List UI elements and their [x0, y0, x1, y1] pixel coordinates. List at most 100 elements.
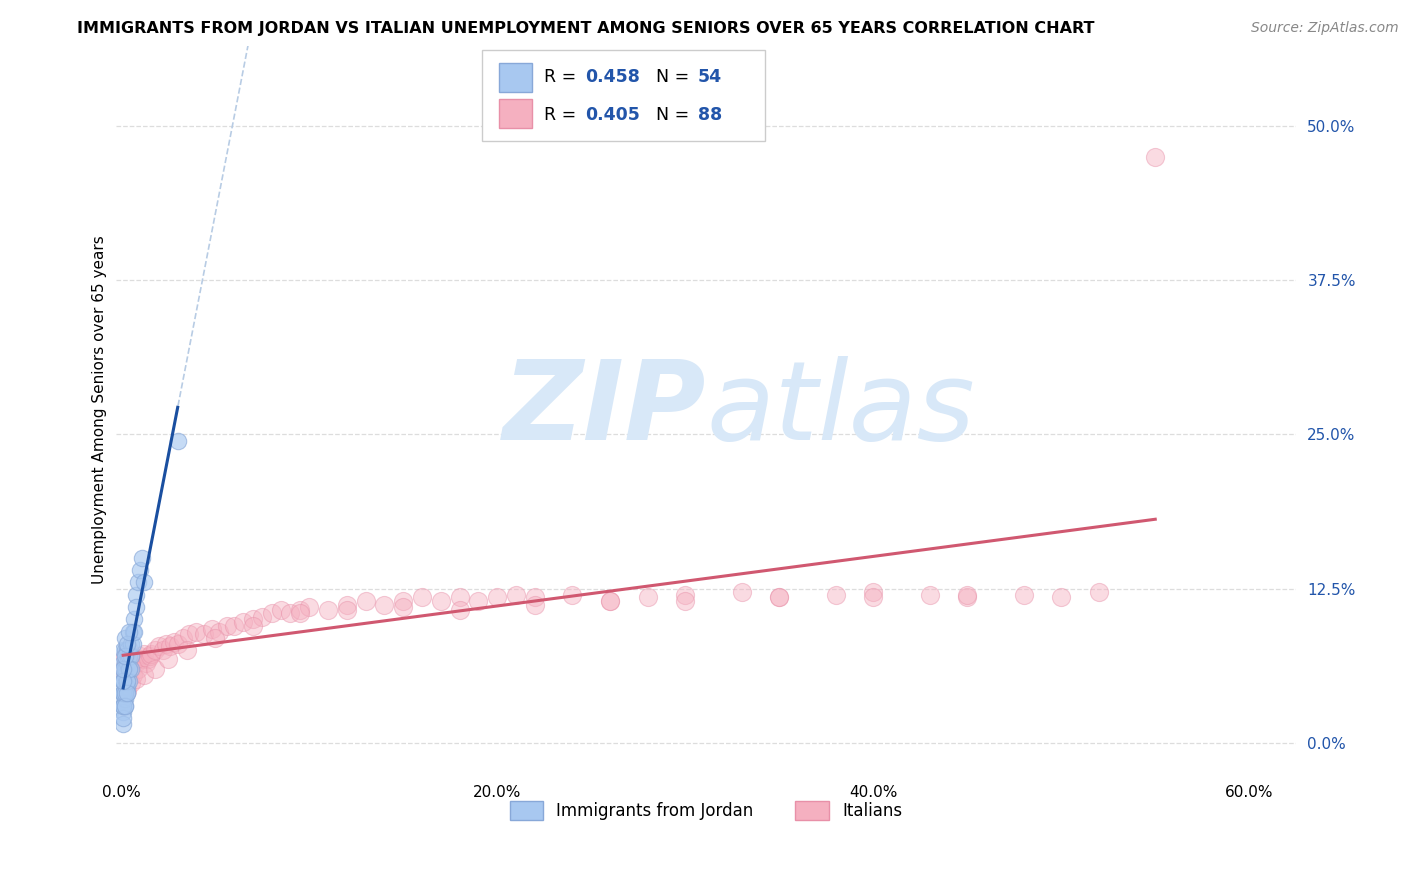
- Point: [280, 606, 302, 620]
- Point: [115, 686, 138, 700]
- Point: [115, 686, 138, 700]
- Point: [114, 643, 136, 657]
- Point: [136, 652, 159, 666]
- Point: [114, 662, 136, 676]
- Point: [112, 717, 135, 731]
- Point: [200, 622, 222, 636]
- Point: [120, 649, 142, 664]
- Point: [115, 656, 138, 670]
- Point: [112, 686, 135, 700]
- Point: [523, 590, 546, 604]
- Text: R =: R =: [544, 69, 582, 87]
- Point: [163, 634, 186, 648]
- Point: [523, 598, 546, 612]
- Point: [112, 705, 135, 719]
- Point: [1050, 590, 1073, 604]
- Point: [132, 647, 155, 661]
- Point: [125, 672, 148, 686]
- Point: [166, 434, 188, 448]
- Point: [176, 643, 198, 657]
- Point: [112, 668, 135, 682]
- Point: [121, 637, 143, 651]
- Point: [118, 662, 141, 676]
- Point: [115, 637, 138, 651]
- Point: [114, 656, 136, 670]
- Point: [112, 662, 135, 676]
- Point: [242, 618, 264, 632]
- Point: [298, 600, 321, 615]
- Point: [824, 588, 846, 602]
- Point: [118, 624, 141, 639]
- Text: 88: 88: [697, 106, 721, 124]
- Point: [768, 590, 790, 604]
- Point: [673, 588, 696, 602]
- Point: [114, 686, 136, 700]
- Point: [114, 668, 136, 682]
- FancyBboxPatch shape: [499, 99, 533, 128]
- Text: atlas: atlas: [706, 356, 974, 463]
- Point: [862, 590, 884, 604]
- Point: [392, 600, 415, 615]
- FancyBboxPatch shape: [482, 50, 765, 141]
- Point: [129, 563, 152, 577]
- Point: [505, 588, 527, 602]
- Point: [411, 590, 433, 604]
- Point: [121, 624, 143, 639]
- Point: [373, 598, 395, 612]
- Point: [1088, 585, 1111, 599]
- Point: [242, 612, 264, 626]
- Point: [112, 711, 135, 725]
- Point: [125, 656, 148, 670]
- Point: [112, 643, 135, 657]
- Point: [118, 656, 141, 670]
- Point: [132, 575, 155, 590]
- Point: [193, 627, 215, 641]
- Point: [118, 673, 141, 688]
- Point: [125, 600, 148, 615]
- Point: [112, 656, 135, 670]
- Point: [114, 692, 136, 706]
- Text: ZIP: ZIP: [502, 356, 706, 463]
- Point: [124, 624, 146, 639]
- Point: [288, 606, 311, 620]
- Point: [918, 588, 941, 602]
- Point: [208, 624, 231, 639]
- Text: 0.405: 0.405: [585, 106, 640, 124]
- Point: [131, 550, 153, 565]
- Point: [129, 649, 152, 664]
- Text: Source: ZipAtlas.com: Source: ZipAtlas.com: [1251, 21, 1399, 35]
- Point: [120, 662, 142, 676]
- Point: [112, 662, 135, 676]
- Point: [120, 662, 142, 676]
- Point: [112, 680, 135, 694]
- Point: [166, 637, 188, 651]
- Point: [956, 590, 979, 604]
- Point: [115, 680, 138, 694]
- Point: [127, 575, 149, 590]
- Point: [112, 673, 135, 688]
- Point: [131, 652, 153, 666]
- Point: [114, 649, 136, 664]
- Point: [112, 673, 135, 688]
- Point: [148, 640, 170, 654]
- Point: [336, 598, 359, 612]
- Text: 54: 54: [697, 69, 721, 87]
- Point: [124, 652, 146, 666]
- Point: [486, 590, 509, 604]
- Point: [125, 588, 148, 602]
- FancyBboxPatch shape: [499, 63, 533, 92]
- Point: [115, 643, 138, 657]
- Text: R =: R =: [544, 106, 582, 124]
- Point: [862, 585, 884, 599]
- Point: [152, 643, 174, 657]
- Point: [956, 588, 979, 602]
- Point: [354, 594, 377, 608]
- Point: [114, 698, 136, 713]
- Point: [120, 637, 142, 651]
- Point: [599, 594, 621, 608]
- Point: [336, 602, 359, 616]
- Point: [731, 585, 754, 599]
- Point: [114, 686, 136, 700]
- Point: [430, 594, 453, 608]
- Point: [252, 610, 274, 624]
